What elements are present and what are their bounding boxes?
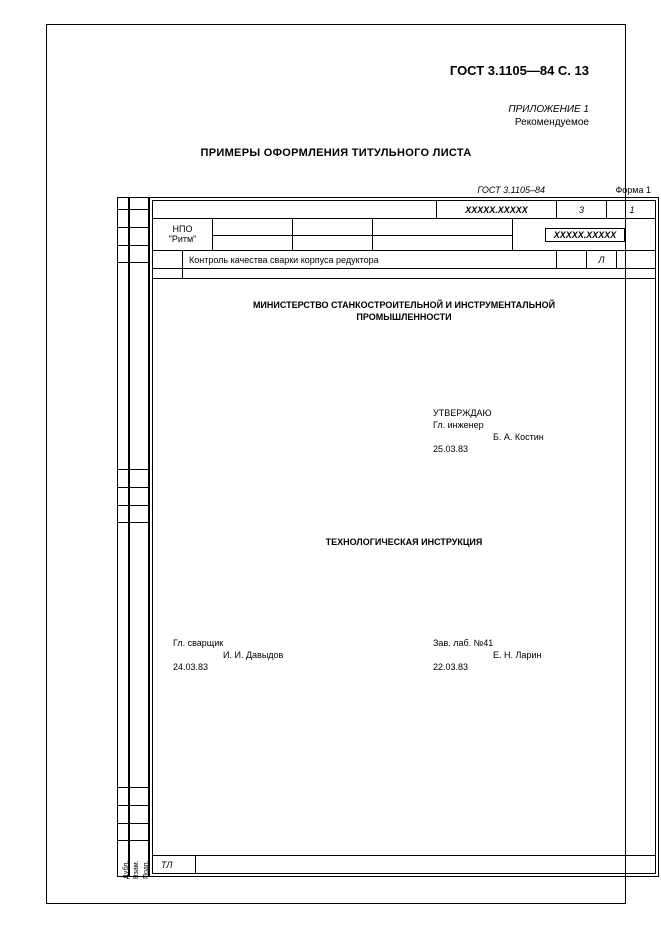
signature-left: Гл. сварщик И. И. Давыдов 24.03.83	[173, 637, 283, 673]
page-gost-header: ГОСТ 3.1105—84 С. 13	[450, 63, 589, 78]
side-label-a: Дубл.	[123, 861, 130, 879]
org-cell: НПО "Ритм"	[153, 219, 213, 250]
signature-right: Зав. лаб. №41 Е. Н. Ларин 22.03.83	[433, 637, 541, 673]
ministry-line1: МИНИСТЕРСТВО СТАНКОСТРОИТЕЛЬНОЙ И ИНСТРУ…	[171, 299, 637, 311]
approve-label: УТВЕРЖДАЮ	[433, 407, 544, 419]
title-form: ГОСТ 3.1105–84 Форма 1 Дубл. Взам. Подп.	[117, 179, 661, 899]
tl-label: ТЛ	[161, 860, 172, 870]
approve-block: УТВЕРЖДАЮ Гл. инженер Б. А. Костин 25.03…	[433, 407, 544, 456]
binding-col-2	[129, 197, 149, 877]
doc-name-cell: Контроль качества сварки корпуса редукто…	[183, 251, 557, 268]
lit-cell: Л	[587, 251, 617, 268]
code-2-wrap: ХХХХХ.ХХХХХ	[513, 219, 657, 250]
ministry-line2: ПРОМЫШЛЕННОСТИ	[171, 311, 637, 323]
bottom-divider	[153, 855, 655, 856]
recommended-label: Рекомендуемое	[515, 117, 589, 128]
form-gost-ref: ГОСТ 3.1105–84	[477, 185, 545, 195]
binding-col-1	[117, 197, 129, 877]
form-number: Форма 1	[615, 185, 651, 195]
side-tab-3	[117, 787, 149, 841]
bottom-col-divider	[195, 856, 196, 873]
ministry-block: МИНИСТЕРСТВО СТАНКОСТРОИТЕЛЬНОЙ И ИНСТРУ…	[171, 299, 637, 323]
header-row-2: НПО "Ритм" ХХХХХ.ХХХХХ	[153, 219, 655, 251]
n-3: 3	[557, 201, 607, 218]
doc-title: ТЕХНОЛОГИЧЕСКАЯ ИНСТРУКЦИЯ	[153, 537, 655, 547]
page-frame: ГОСТ 3.1105—84 С. 13 ПРИЛОЖЕНИЕ 1 Рекоме…	[46, 24, 626, 904]
n-1: 1	[607, 201, 657, 218]
side-tab-1	[117, 209, 149, 263]
sig-left-date: 24.03.83	[173, 661, 283, 673]
org-line2: "Ритм"	[169, 235, 197, 245]
sig-right-date: 22.03.83	[433, 661, 541, 673]
approve-role: Гл. инженер	[433, 419, 544, 431]
approve-date: 25.03.83	[433, 443, 544, 455]
code-2: ХХХХХ.ХХХХХ	[545, 228, 626, 242]
appendix-label: ПРИЛОЖЕНИЕ 1	[508, 103, 589, 116]
header-row-4	[153, 269, 655, 279]
form-inner-frame: ХХХХХ.ХХХХХ 3 1 НПО "Ритм" ХХХХХ.ХХХХХ	[152, 200, 656, 874]
side-tab-2	[117, 469, 149, 523]
section-title: ПРИМЕРЫ ОФОРМЛЕНИЯ ТИТУЛЬНОГО ЛИСТА	[47, 147, 625, 159]
sig-left-role: Гл. сварщик	[173, 637, 283, 649]
side-label-b: Взам.	[133, 860, 140, 879]
code-1: ХХХХХ.ХХХХХ	[437, 201, 557, 218]
form-body: МИНИСТЕРСТВО СТАНКОСТРОИТЕЛЬНОЙ И ИНСТРУ…	[153, 289, 655, 855]
approve-name: Б. А. Костин	[433, 431, 544, 443]
header-row-1: ХХХХХ.ХХХХХ 3 1	[153, 201, 655, 219]
sig-left-name: И. И. Давыдов	[173, 649, 283, 661]
sig-right-role: Зав. лаб. №41	[433, 637, 541, 649]
sig-right-name: Е. Н. Ларин	[433, 649, 541, 661]
header-row-3: Контроль качества сварки корпуса редукто…	[153, 251, 655, 269]
